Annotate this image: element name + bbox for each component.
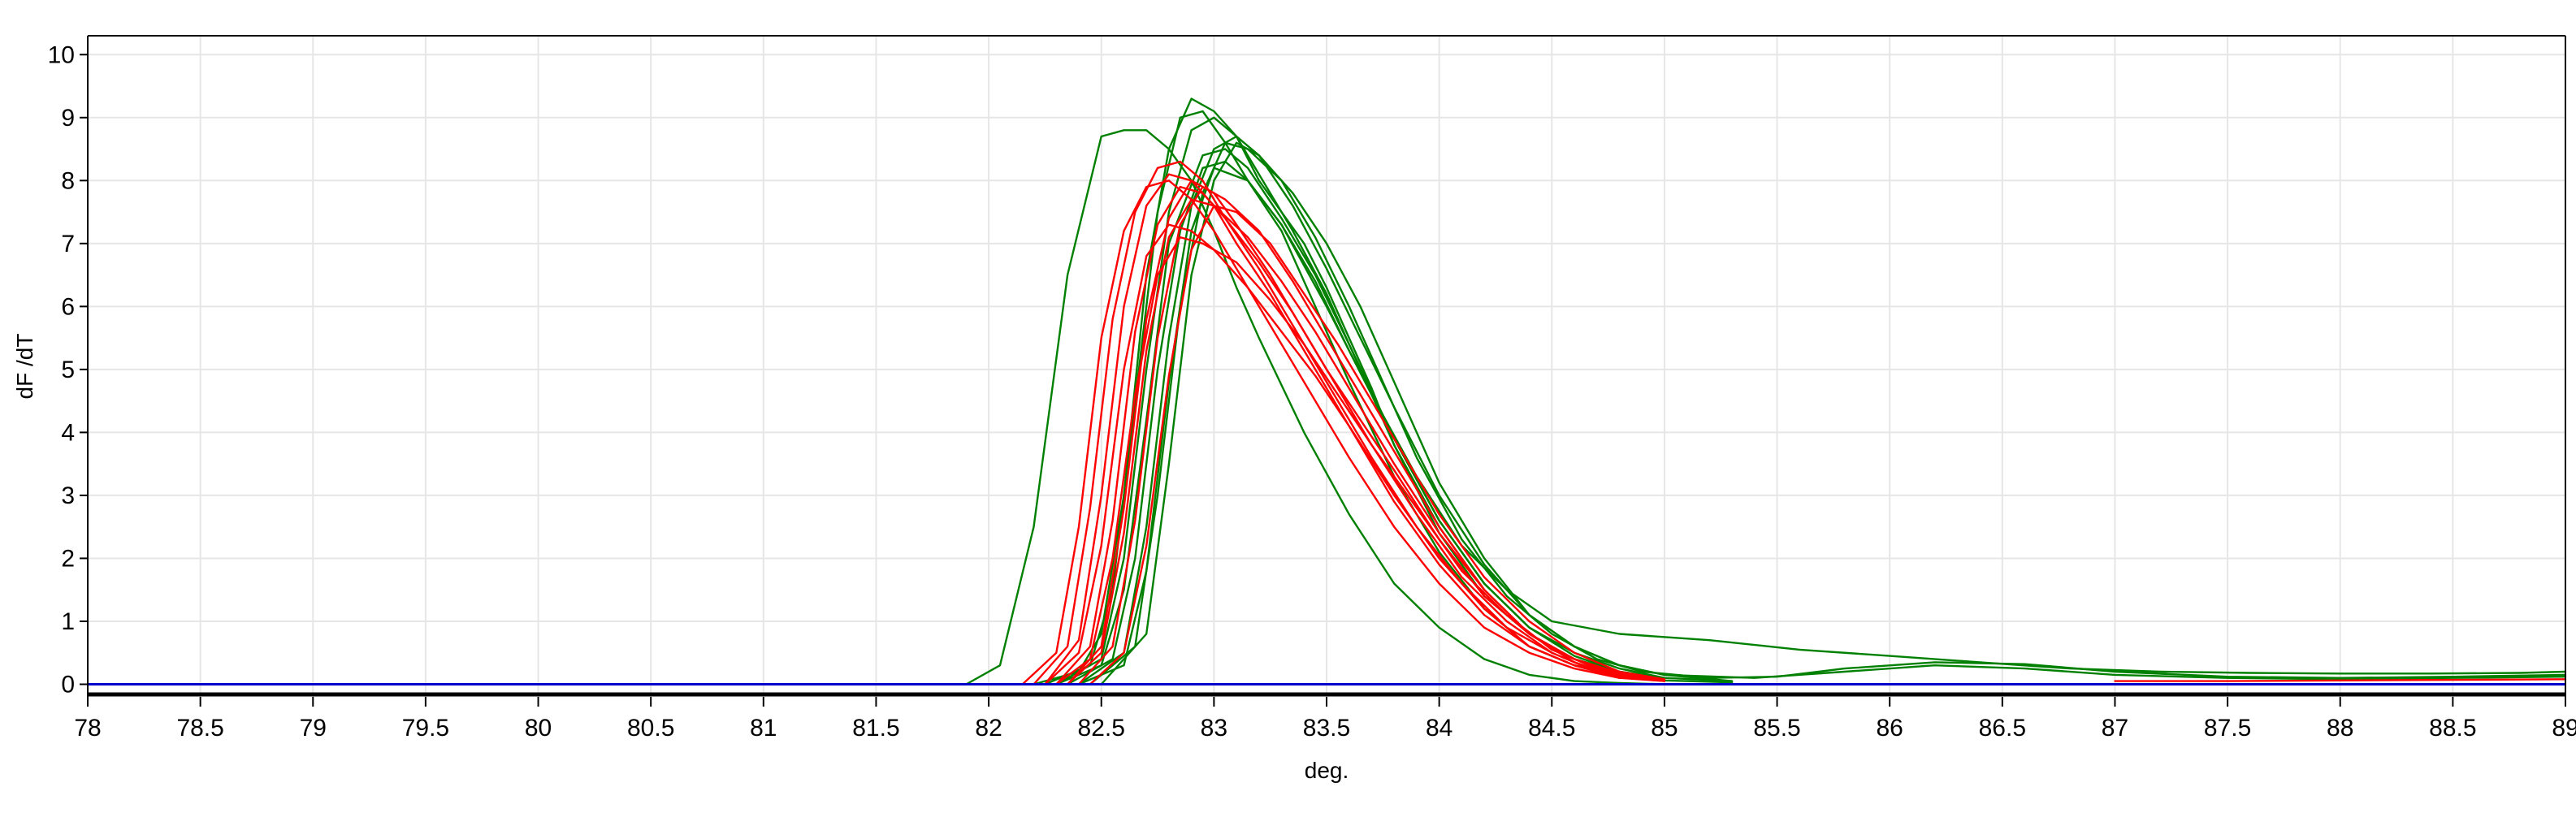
x-tick-label: 88: [2327, 715, 2353, 742]
x-tick-label: 88.5: [2429, 715, 2476, 742]
x-tick-label: 84: [1426, 715, 1453, 742]
y-tick-label: 3: [61, 482, 75, 509]
y-tick-label: 4: [61, 419, 75, 446]
x-tick-label: 80: [525, 715, 552, 742]
green-melt-curve: [1077, 166, 2567, 685]
y-axis-title: dF /dT: [12, 334, 37, 400]
y-tick-label: 6: [61, 293, 75, 320]
green-melt-curve: [1100, 141, 2567, 685]
x-tick-label: 86.5: [1979, 715, 2026, 742]
red-melt-curve: [1044, 223, 1621, 685]
x-tick-label: 83: [1201, 715, 1227, 742]
y-tick-label: 5: [61, 357, 75, 383]
x-tick-label: 89: [2552, 715, 2576, 742]
x-tick-label: 85.5: [1753, 715, 1800, 742]
red-melt-curve: [1066, 179, 1643, 685]
x-axis-title: deg.: [1305, 758, 1349, 783]
y-tick-label: 7: [61, 231, 75, 257]
y-tick-label: 9: [61, 105, 75, 132]
red-melt-curve: [1089, 205, 1666, 685]
x-tick-label: 82.5: [1078, 715, 1125, 742]
x-tick-label: 80.5: [627, 715, 674, 742]
x-tick-label: 78.5: [176, 715, 223, 742]
red-melt-curve: [1055, 236, 1643, 685]
x-tick-label: 86: [1876, 715, 1903, 742]
y-tick-label: 1: [61, 608, 75, 635]
x-tick-label: 85: [1651, 715, 1678, 742]
red-melt-curve: [2114, 678, 2567, 682]
x-tick-label: 81.5: [852, 715, 899, 742]
series-group: [88, 97, 2567, 685]
y-tick-label: 10: [48, 41, 75, 68]
red-melt-curve: [1077, 185, 1621, 685]
x-tick-label: 83.5: [1303, 715, 1350, 742]
x-tick-label: 78: [74, 715, 101, 742]
y-tick-label: 2: [61, 545, 75, 572]
green-melt-curve: [965, 129, 1666, 685]
x-tick-label: 79.5: [402, 715, 449, 742]
x-tick-label: 79: [300, 715, 327, 742]
tick-labels: 78 78.5 79 79.5 80 80.5 81 81.5 82 82.5 83 83.5 84 84…: [48, 41, 2576, 742]
green-melt-curve: [1066, 160, 1666, 685]
green-melt-curve: [1089, 141, 2567, 685]
x-tick-label: 87: [2102, 715, 2128, 742]
x-tick-label: 87.5: [2204, 715, 2251, 742]
x-tick-label: 84.5: [1528, 715, 1575, 742]
x-tick-label: 81: [750, 715, 777, 742]
y-tick-label: 8: [61, 167, 75, 194]
x-tick-label: 82: [975, 715, 1002, 742]
y-tick-label: 0: [61, 671, 75, 698]
axes: [80, 35, 2566, 707]
red-melt-curve: [1021, 179, 1666, 685]
